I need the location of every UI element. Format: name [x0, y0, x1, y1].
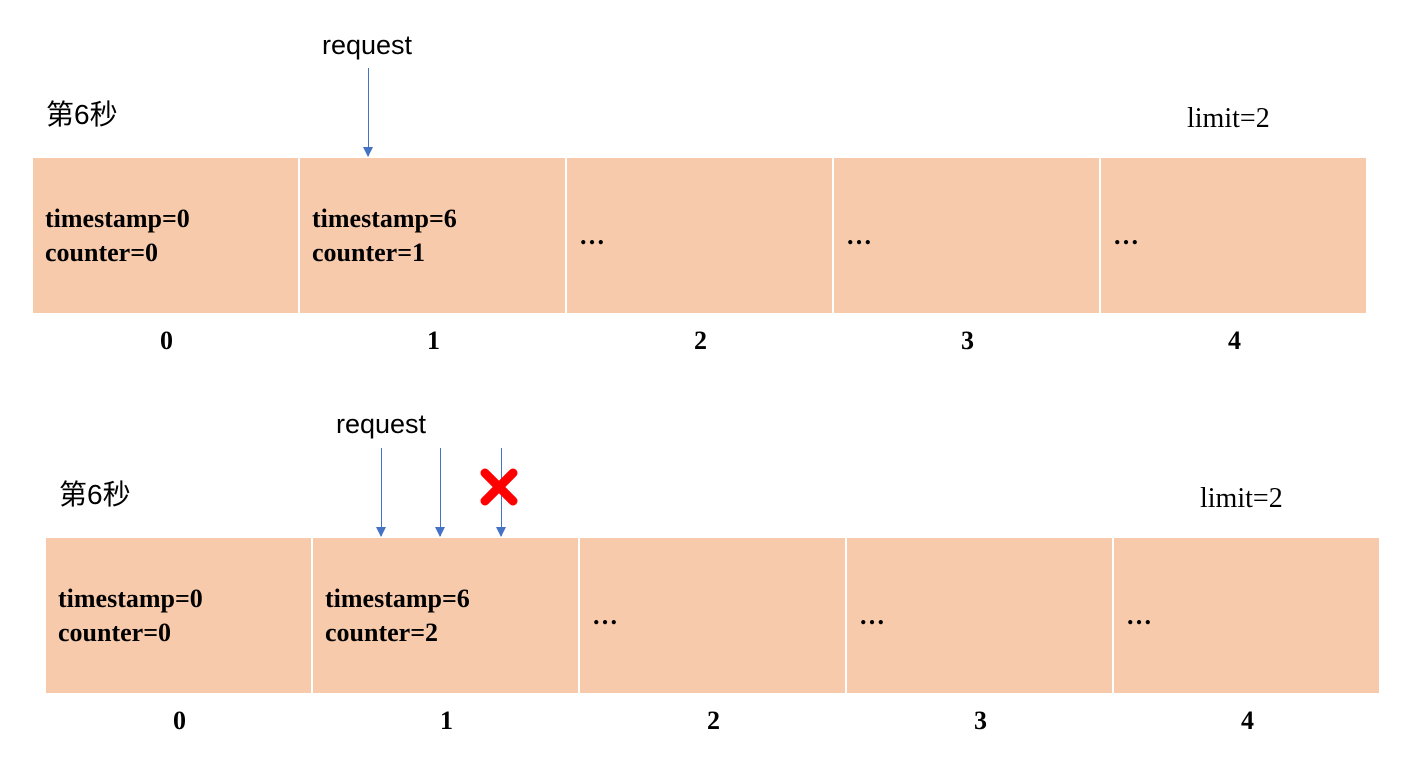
index-row: 0 1 2 3 4 [33, 326, 1368, 356]
bucket-4: … [1114, 538, 1379, 693]
bucket-text: timestamp=0 counter=0 [58, 582, 203, 650]
x-mark-icon [480, 468, 518, 506]
bucket-1: timestamp=6 counter=2 [313, 538, 578, 693]
limit-label: limit=2 [1187, 103, 1270, 134]
bucket-index: 0 [160, 326, 173, 355]
bucket-timestamp: timestamp=6 [312, 203, 457, 233]
bucket-2: … [567, 158, 832, 313]
bucket-2: … [580, 538, 845, 693]
panel-title: 第6秒 [59, 479, 131, 510]
panel-second-6-after: 第6秒 limit=2 request timestamp=0 counter=… [0, 380, 1418, 760]
bucket-text: … [859, 599, 885, 633]
bucket-index: 0 [173, 706, 186, 735]
bucket-index: 3 [974, 706, 987, 735]
bucket-index: 3 [961, 326, 974, 355]
bucket-text: … [592, 599, 618, 633]
bucket-3: … [847, 538, 1112, 693]
bucket-ellipsis: … [592, 600, 618, 630]
bucket-timestamp: timestamp=0 [58, 583, 203, 613]
bucket-index: 4 [1241, 706, 1254, 735]
bucket-counter: counter=2 [325, 617, 439, 647]
bucket-ellipsis: … [1113, 220, 1139, 250]
bucket-row: timestamp=0 counter=0 timestamp=6 counte… [46, 538, 1379, 693]
bucket-text: timestamp=6 counter=1 [312, 202, 457, 270]
bucket-text: … [1113, 219, 1139, 253]
index-row: 0 1 2 3 4 [46, 706, 1381, 736]
bucket-text: … [579, 219, 605, 253]
bucket-4: … [1101, 158, 1366, 313]
bucket-timestamp: timestamp=0 [45, 203, 190, 233]
bucket-0: timestamp=0 counter=0 [33, 158, 298, 313]
bucket-text: … [846, 219, 872, 253]
arrow-down-icon [435, 448, 445, 537]
bucket-row: timestamp=0 counter=0 timestamp=6 counte… [33, 158, 1366, 313]
limit-label: limit=2 [1200, 483, 1283, 514]
bucket-index: 4 [1228, 326, 1241, 355]
bucket-1: timestamp=6 counter=1 [300, 158, 565, 313]
bucket-ellipsis: … [1126, 600, 1152, 630]
panel-title: 第6秒 [46, 99, 118, 130]
bucket-counter: counter=1 [312, 237, 426, 267]
bucket-text: timestamp=6 counter=2 [325, 582, 470, 650]
bucket-counter: counter=0 [58, 617, 172, 647]
bucket-text: timestamp=0 counter=0 [45, 202, 190, 270]
panel-second-6-before: 第6秒 limit=2 request timestamp=0 counter=… [0, 0, 1418, 380]
bucket-ellipsis: … [579, 220, 605, 250]
request-label: request [336, 409, 427, 439]
bucket-ellipsis: … [846, 220, 872, 250]
bucket-index: 1 [427, 326, 440, 355]
request-label: request [322, 30, 413, 60]
bucket-ellipsis: … [859, 600, 885, 630]
bucket-index: 1 [440, 706, 453, 735]
bucket-timestamp: timestamp=6 [325, 583, 470, 613]
bucket-0: timestamp=0 counter=0 [46, 538, 311, 693]
bucket-text: … [1126, 599, 1152, 633]
bucket-index: 2 [694, 326, 707, 355]
bucket-index: 2 [707, 706, 720, 735]
arrow-down-icon [376, 448, 386, 537]
bucket-3: … [834, 158, 1099, 313]
bucket-counter: counter=0 [45, 237, 159, 267]
arrow-down-icon [363, 68, 373, 157]
